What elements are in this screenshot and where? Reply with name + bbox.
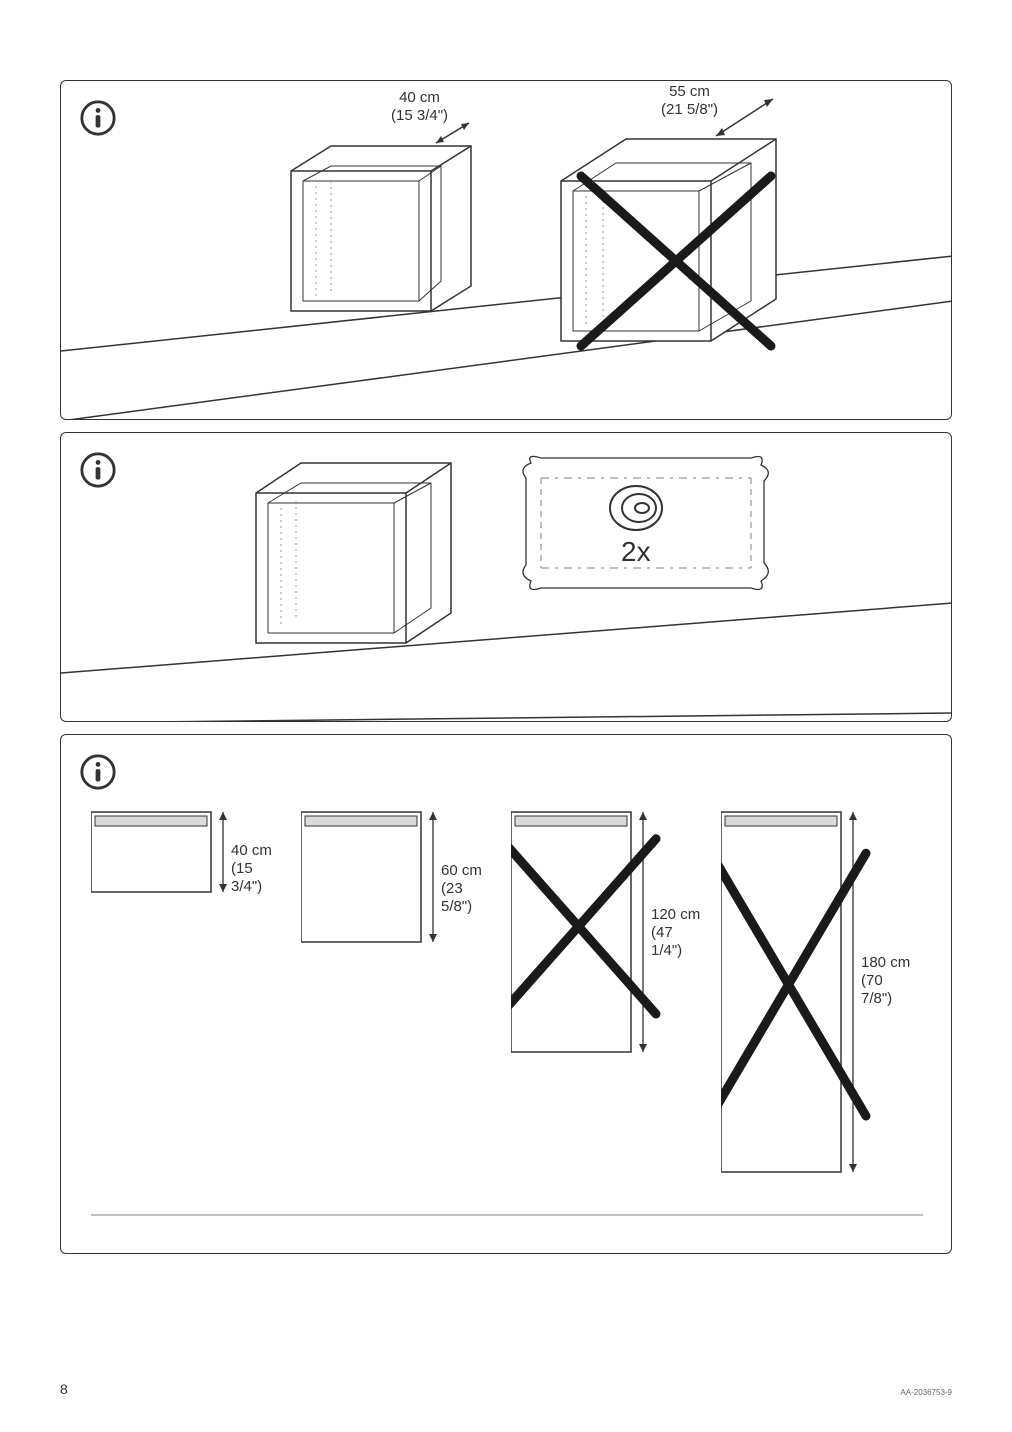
- dim-55cm: 55 cm (21 5/8"): [661, 83, 718, 119]
- panel-3-height-compatibility: 40 cm(15 3/4") 60 cm(23 5/8") 120 cm(47 …: [60, 734, 952, 1254]
- dim-40cm: 40 cm (15 3/4"): [391, 89, 448, 125]
- height-option: 60 cm(23 5/8"): [301, 810, 491, 975]
- two-people-label: 2x: [621, 535, 651, 569]
- panel1-drawing: [61, 81, 951, 419]
- panel2-drawing: [61, 433, 951, 721]
- dim-label: 40 cm(15 3/4"): [231, 842, 281, 896]
- height-options: 40 cm(15 3/4") 60 cm(23 5/8") 120 cm(47 …: [91, 810, 931, 1210]
- page-number: 8: [60, 1381, 68, 1397]
- panel-2-two-people: 2x: [60, 432, 952, 722]
- doc-id: AA-2036753-9: [900, 1388, 952, 1397]
- dim-label: 180 cm(70 7/8"): [861, 954, 911, 1008]
- height-option: 40 cm(15 3/4"): [91, 810, 281, 925]
- height-option: 180 cm(70 7/8"): [721, 810, 911, 1205]
- dim-label: 60 cm(23 5/8"): [441, 862, 491, 916]
- panel-1-depth-compatibility: 40 cm (15 3/4") 55 cm (21 5/8"): [60, 80, 952, 420]
- thought-bubble: [523, 456, 768, 589]
- height-option: 120 cm(47 1/4"): [511, 810, 701, 1085]
- dim-label: 120 cm(47 1/4"): [651, 906, 701, 960]
